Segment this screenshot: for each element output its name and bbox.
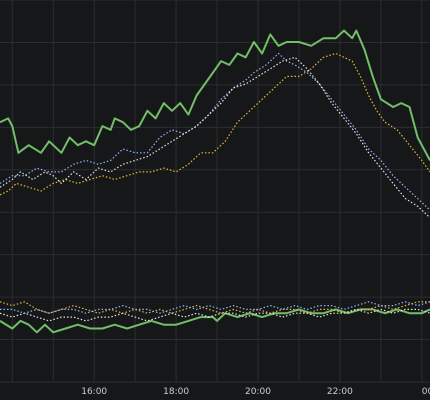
series-line-3	[0, 52, 430, 211]
series-line-8	[0, 308, 430, 322]
x-tick-label: 22:00	[327, 387, 353, 397]
series-line-6	[0, 301, 430, 314]
series-line-1	[0, 29, 430, 161]
series-line-5	[0, 308, 430, 334]
series-line-7	[0, 301, 430, 314]
x-tick-label: 00:00	[422, 387, 430, 397]
series-line-2	[0, 52, 430, 196]
x-tick-label: 18:00	[163, 387, 189, 397]
grid-lines	[0, 0, 430, 383]
series-lines	[0, 29, 430, 334]
x-tick-label: 16:00	[81, 387, 107, 397]
series-line-4	[0, 56, 430, 219]
x-tick-label: 20:00	[245, 387, 271, 397]
x-axis: 16:00 18:00 20:00 22:00 00:00	[81, 387, 430, 397]
